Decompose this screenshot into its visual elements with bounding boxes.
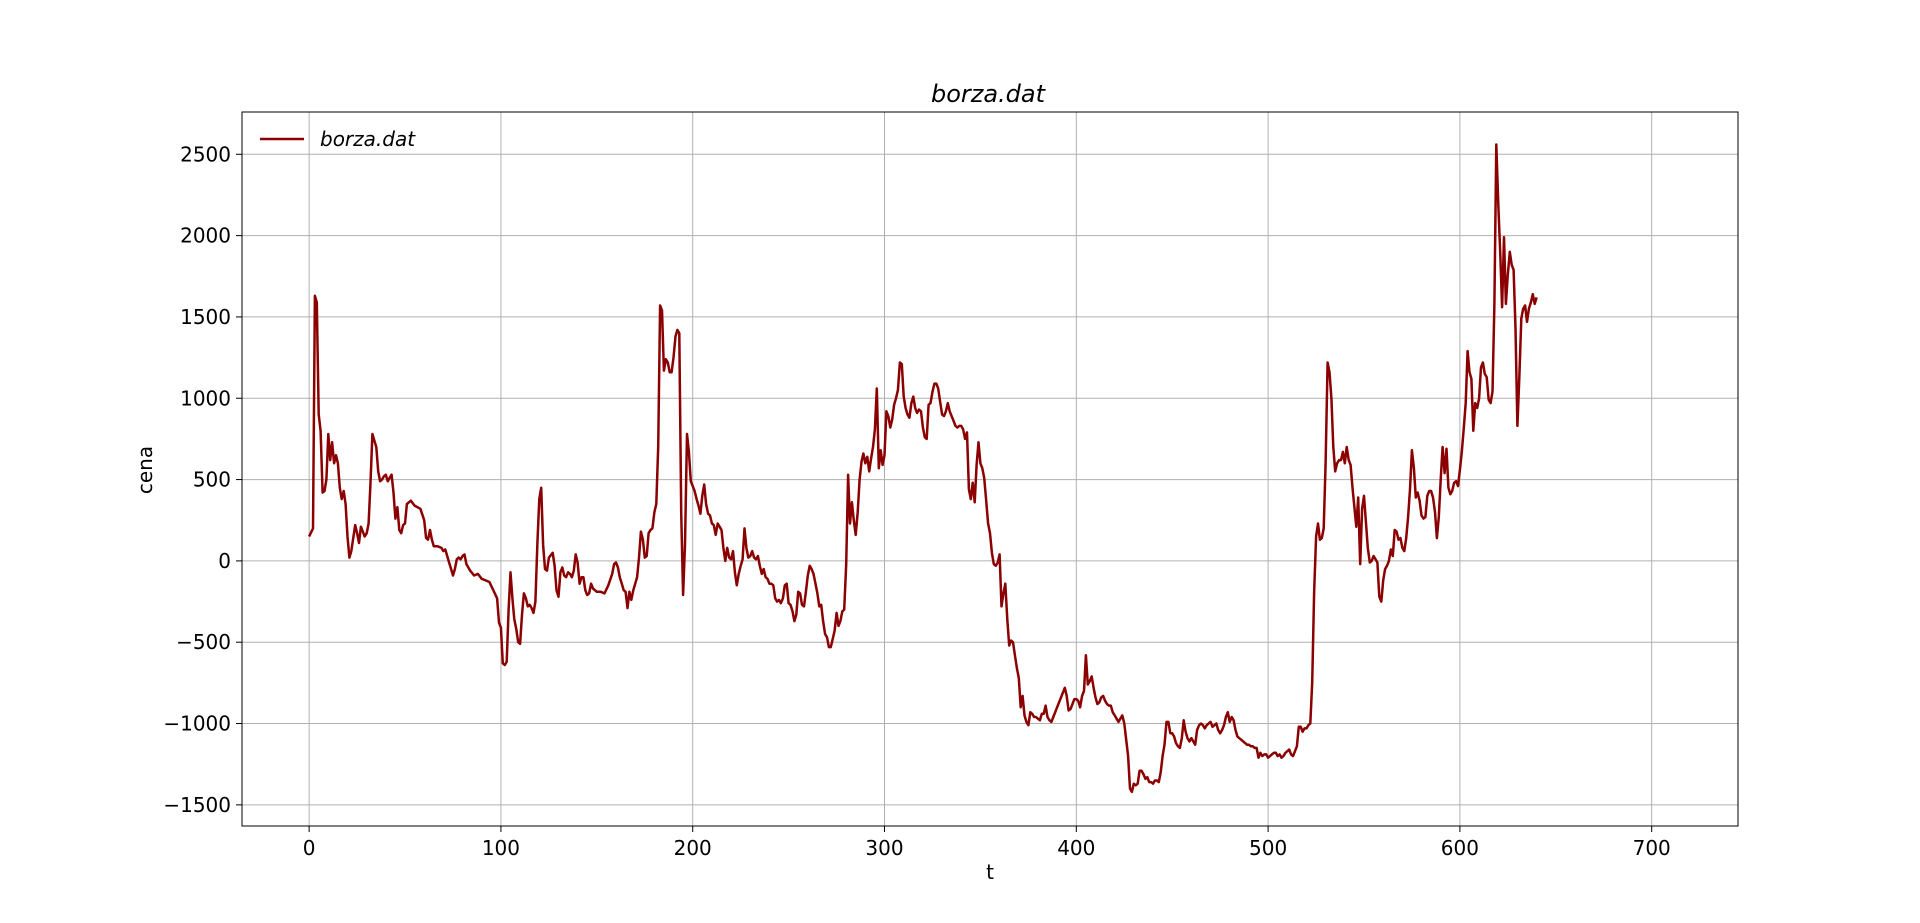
grid [242,112,1738,826]
y-tick-label: 500 [193,468,231,492]
y-tick-label: 0 [218,549,231,573]
x-tick-label: 300 [865,836,903,860]
y-tick-label: −1500 [163,793,231,817]
plot-frame [241,111,1739,827]
series-layer [307,143,1538,794]
legend-label-borza-dat: borza.dat [320,127,416,151]
y-tick-label: 1500 [180,305,231,329]
x-axis-label: t [986,860,994,884]
y-axis-ticks: −1500 −1000 −500 0 500 1000 1500 2000 2500 [163,142,242,817]
x-tick-label: 200 [674,836,712,860]
x-tick-label: 100 [482,836,520,860]
y-tick-label: −500 [176,630,231,654]
x-tick-label: 400 [1057,836,1095,860]
y-axis-label: cena [133,446,157,494]
y-tick-label: −1000 [163,712,231,736]
x-tick-label: 700 [1633,836,1671,860]
y-tick-label: 1000 [180,386,231,410]
x-tick-label: 500 [1249,836,1287,860]
y-tick-label: 2500 [180,142,231,166]
x-axis-ticks: 0 100 200 300 400 500 600 700 [303,826,1671,860]
x-tick-label: 600 [1441,836,1479,860]
chart-title: borza.dat [931,80,1047,108]
y-tick-label: 2000 [180,224,231,248]
x-tick-label: 0 [303,836,316,860]
series-line-0 [307,143,1538,794]
legend: borza.dat [260,127,416,151]
